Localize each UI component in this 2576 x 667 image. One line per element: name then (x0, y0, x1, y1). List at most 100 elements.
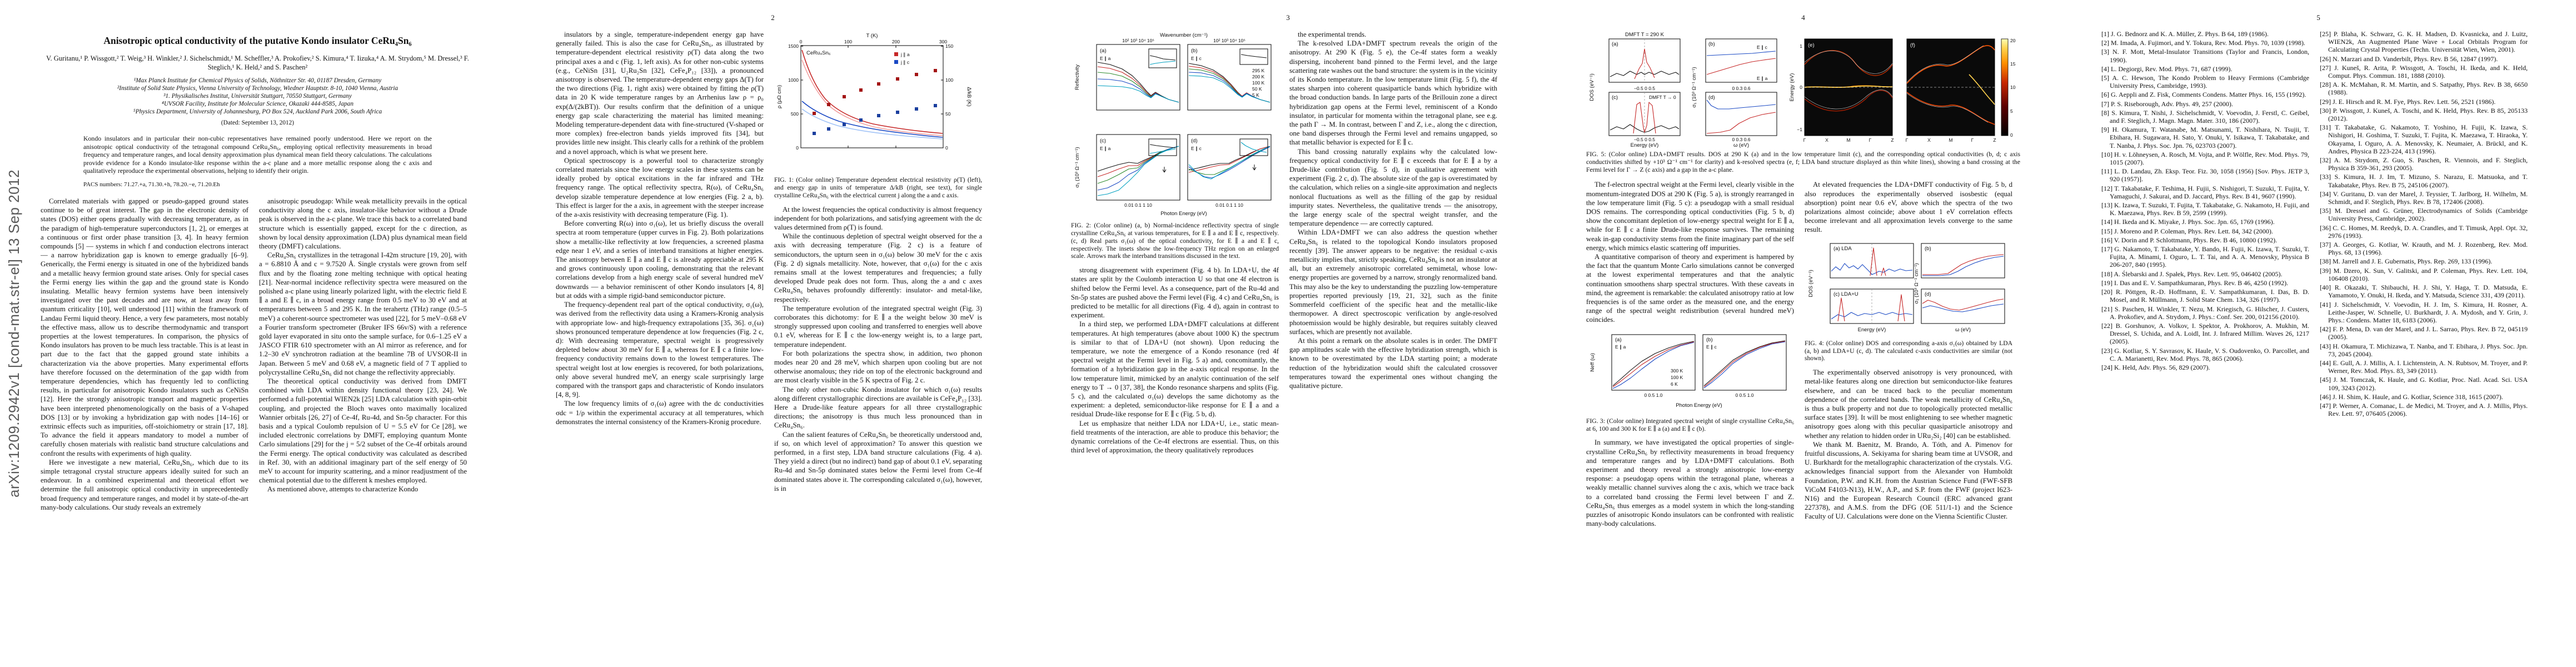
page-number: 3 (1286, 13, 1290, 22)
figure-2: Wavenumber (cm⁻¹) 10² 10³ 10⁴ 10⁵ 10² 10… (1071, 31, 1279, 260)
svg-text:0: 0 (2010, 132, 2013, 138)
svg-text:0 0.3 0.6: 0 0.3 0.6 (1732, 137, 1750, 142)
reference-entry: [8] S. Kimura, T. Nishi, J. Sichelschmid… (2101, 108, 2309, 125)
fig2-plot: Wavenumber (cm⁻¹) 10² 10³ 10⁴ 10⁵ 10² 10… (1074, 32, 1272, 217)
reference-entry: [36] C. C. Homes, M. Reedyk, D. A. Crand… (2320, 223, 2528, 240)
svg-text:(b): (b) (1708, 41, 1715, 47)
svg-text:300: 300 (939, 39, 947, 44)
reference-entry: [29] J. E. Hirsch and R. M. Fye, Phys. R… (2320, 97, 2496, 106)
svg-text:M: M (1949, 137, 1952, 143)
affiliation: ⁵Physics Department, University of Johan… (133, 108, 382, 115)
page2-column-1: insulators by a single, temperature-inde… (556, 30, 764, 634)
reference-entry: [23] G. Kotliar, S. Y. Savrasov, K. Haul… (2101, 346, 2309, 362)
reference-entry: [20] R. Pöttgen, R.-D. Hoffmann, E. V. S… (2101, 288, 2309, 304)
paragraph: The frequency-dependent real part of the… (556, 301, 764, 399)
page-3: 3 Wavenumber (cm⁻¹) 10² 10³ 10⁴ 10⁵ 10² … (1030, 0, 1546, 667)
reference-entry: [17] G. Nakamoto, T. Takabatake, Y. Band… (2101, 245, 2309, 269)
affiliation: ⁴UVSOR Facility, Institute for Molecular… (162, 101, 353, 107)
page2-column-2: T (K) 0 100 200 300 0 500 1000 1500 ρ (μ… (774, 30, 982, 634)
svg-text:0.01 0.1 1 10: 0.01 0.1 1 10 (1124, 202, 1152, 208)
svg-text:(a): (a) (1615, 337, 1622, 343)
reference-entry: [15] J. Moreno and P. Coleman, Phys. Rev… (2101, 227, 2273, 235)
svg-text:5: 5 (2010, 108, 2013, 114)
svg-text:0 0.3 0.6: 0 0.3 0.6 (1732, 86, 1750, 91)
reference-entry: [30] P. Wissgott, J. Kuneš, A. Toschi, a… (2320, 106, 2528, 123)
reference-entry: [2] M. Imada, A. Fujimori, and Y. Tokura… (2101, 39, 2305, 47)
svg-text:(a): (a) (1100, 48, 1107, 54)
reference-entry: [21] S. Paschen, H. Winkler, T. Nezu, M.… (2101, 305, 2309, 321)
svg-text:(c): (c) (1100, 138, 1106, 144)
svg-text:0: 0 (796, 145, 799, 151)
reference-entry: [13] K. Izawa, T. Suzuki, T. Fujita, T. … (2101, 201, 2309, 217)
reference-entry: [11] L. D. Landau, Zh. Eksp. Teor. Fiz. … (2101, 167, 2309, 183)
paragraph: insulators by a single, temperature-inde… (556, 31, 764, 156)
paragraph: At elevated frequencies the LDA+DMFT con… (1805, 181, 2012, 234)
svg-text:100: 100 (844, 39, 852, 44)
paragraph: Optical spectroscopy is a powerful tool … (556, 156, 764, 219)
svg-text:150: 150 (945, 43, 953, 49)
svg-text:(c): (c) (1612, 94, 1618, 101)
reference-entry: [24] K. Held, Adv. Phys. 56, 829 (2007). (2101, 363, 2210, 371)
paper-title: Anisotropic optical conductivity of the … (103, 35, 412, 46)
svg-text:0: 0 (1800, 84, 1802, 90)
reference-entry: [39] M. Dzero, K. Sun, V. Galitski, and … (2320, 266, 2528, 282)
reference-entry: [25] P. Blaha, K. Schwarz, G. K. H. Mads… (2320, 30, 2528, 54)
svg-text:T (K): T (K) (866, 33, 878, 39)
paragraph: The only other non-cubic Kondo insulator… (774, 385, 982, 430)
paragraph: Let us emphasize that neither LDA nor LD… (1071, 419, 1279, 455)
fig3-plot: Neff (ω) 0 0.5 1.0 0 0.5 1.0 Photon Ener… (1590, 334, 1787, 409)
reference-entry: [28] A. K. McMahan, R. M. Martin, and S.… (2320, 81, 2528, 97)
paragraph: At the lowest frequencies the optical co… (774, 205, 982, 231)
svg-text:1000: 1000 (788, 77, 799, 83)
page3-column-2: the experimental trends. The k-resolved L… (1289, 30, 1497, 634)
reference-entry: [35] M. Dressel and G. Grüner, Electrody… (2320, 207, 2528, 223)
paragraph: In summary, we have investigated the opt… (1586, 439, 1794, 528)
svg-text:(b): (b) (1191, 48, 1198, 54)
reference-entry: [27] J. Kuneš, R. Arita, P. Wissgott, A.… (2320, 63, 2528, 80)
paragraph: CeRu₄Sn₆ crystallizes in the tetragonal … (259, 251, 467, 376)
resistivity-curve-a (801, 49, 943, 134)
resistivity-curve-c (801, 101, 943, 138)
fig5-plot: DMFT T = 290 K −0.5 0 0.5 −0.5 0 0.5 Ene… (1589, 32, 2016, 148)
reference-entry: [47] P. Werner, A. Comanac, L. de Medici… (2320, 401, 2528, 418)
svg-text:E ∥ a: E ∥ a (1100, 146, 1111, 151)
svg-text:Γ: Γ (1905, 137, 1908, 143)
svg-text:20: 20 (2010, 38, 2016, 43)
paragraph: Here we investigate a new material, CeRu… (41, 458, 248, 511)
svg-text:−1: −1 (1797, 127, 1802, 132)
svg-text:(a): (a) (1612, 41, 1618, 47)
reference-entry: [46] J. H. Shim, K. Haule, and G. Kotlia… (2320, 392, 2503, 401)
references-column-2: [25] P. Blaha, K. Schwarz, G. K. H. Mads… (2320, 30, 2528, 634)
front-matter: Anisotropic optical conductivity of the … (0, 0, 515, 188)
svg-text:(d): (d) (1925, 291, 1931, 297)
paragraph: The experimentally observed anisotropy i… (1805, 369, 2012, 440)
svg-text:300 K: 300 K (1671, 368, 1683, 374)
paragraph: For both polarizations the spectra show,… (774, 349, 982, 385)
resistivity-curve-a-light (801, 59, 943, 136)
reference-entry: [40] R. Okazaki, T. Shibauchi, H. J. Shi… (2320, 283, 2528, 300)
author-list: V. Guritanu,¹ P. Wissgott,² T. Weig,³ H.… (46, 54, 469, 71)
paragraph: The temperature evolution of the integra… (774, 304, 982, 349)
arxiv-stamp: arXiv:1209.2942v1 [cond-mat.str-el] 13 S… (6, 169, 22, 498)
svg-text:10² 10³ 10⁴ 10⁵: 10² 10³ 10⁴ 10⁵ (1213, 38, 1245, 43)
svg-text:(e): (e) (1808, 42, 1815, 48)
svg-text:DMFT T = 290 K: DMFT T = 290 K (1625, 32, 1665, 38)
dated-line: (Dated: September 13, 2012) (221, 120, 295, 126)
svg-text:CeRu₄Sn₆: CeRu₄Sn₆ (806, 50, 831, 56)
figure-1: T (K) 0 100 200 300 0 500 1000 1500 ρ (μ… (774, 31, 982, 200)
svg-text:Γ: Γ (1971, 137, 1974, 143)
reference-entry: [41] J. Sichelschmidt, V. Voevodin, H. J… (2320, 300, 2528, 324)
paragraph: The f-electron spectral weight at the Fe… (1586, 181, 1794, 252)
reference-entry: [44] E. Gull, A. J. Millis, A. I. Lichte… (2320, 359, 2528, 375)
svg-text:Photon Energy (eV): Photon Energy (eV) (1160, 211, 1207, 217)
svg-text:E ∥ c: E ∥ c (1191, 146, 1202, 151)
svg-text:E ∥ a: E ∥ a (1100, 56, 1111, 61)
paragraph: Correlated materials with gapped or pseu… (41, 197, 248, 457)
svg-text:(d): (d) (1191, 138, 1198, 144)
page-1: arXiv:1209.2942v1 [cond-mat.str-el] 13 S… (0, 0, 515, 667)
fig1-caption: FIG. 1: (Color online) Temperature depen… (774, 176, 982, 199)
resistivity-curve-c-light (801, 108, 943, 140)
page3-column-1: Wavenumber (cm⁻¹) 10² 10³ 10⁴ 10⁵ 10² 10… (1071, 30, 1279, 634)
page-4: 4 DMFT T = 290 K −0.5 0 0.5 −0.5 0 0.5 (1546, 0, 2061, 667)
